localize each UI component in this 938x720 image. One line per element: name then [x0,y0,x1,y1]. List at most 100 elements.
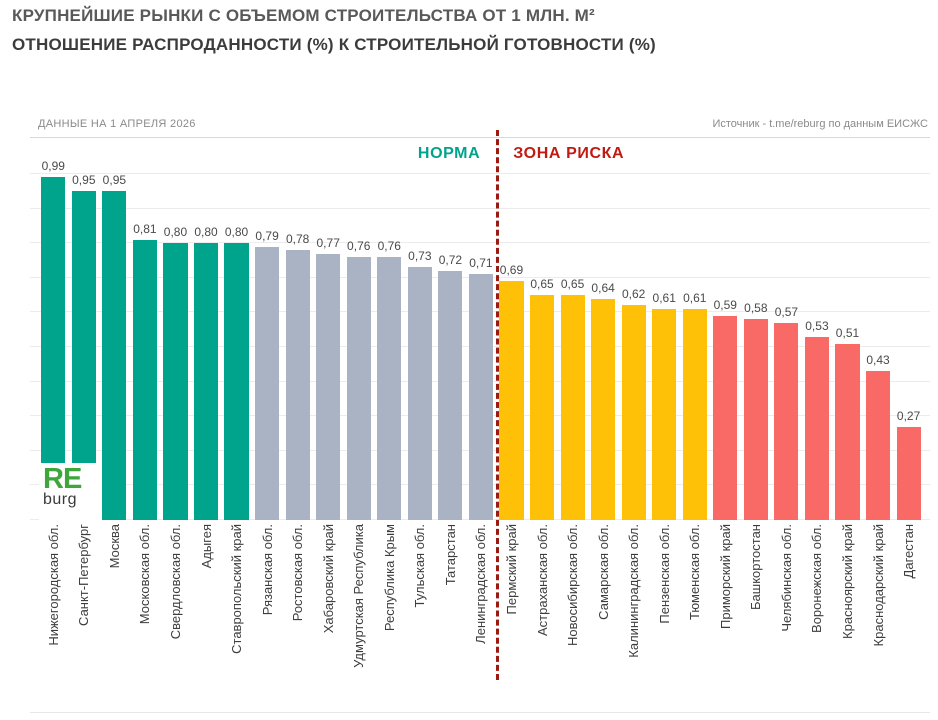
bar [468,274,493,520]
bar-column: 0,71 [466,138,497,520]
bar [896,427,921,520]
bar-value-label: 0,99 [41,159,65,173]
bar-column: 0,78 [282,138,313,520]
bar-value-label: 0,95 [102,173,127,187]
category-label: Ставропольский край [229,524,245,654]
chart-title-block: КРУПНЕЙШИЕ РЫНКИ С ОБЪЕМОМ СТРОИТЕЛЬСТВА… [12,6,656,55]
bar-column: 0,62 [618,138,649,520]
bar [377,257,402,520]
bar-value-label: 0,51 [835,326,860,340]
bar [102,191,127,520]
bar-column: 0,61 [649,138,680,520]
category-label: Хабаровский край [320,524,336,634]
bar-value-label: 0,80 [194,225,218,239]
bar-value-label: 0,80 [163,225,188,239]
bar [621,305,646,520]
bar-column: 0,27 [893,138,924,520]
bar-value-label: 0,69 [499,263,524,277]
plot-area: НОРМА ЗОНА РИСКА 0,99 0,95 0,95 0,81 0,80 0,8… [30,130,930,680]
bar-column: 0,80 [191,138,222,520]
bar-column: 0,51 [832,138,863,520]
logo-burg-text: burg [43,490,78,508]
bar [224,243,249,520]
bar-column: 0,99 [38,138,69,520]
gridline [30,208,930,209]
bar-value-label: 0,62 [621,287,646,301]
bar-value-label: 0,79 [255,229,279,243]
bar-column: 0,43 [863,138,894,520]
bar-value-label: 0,59 [713,298,737,312]
bar-value-label: 0,71 [469,256,493,270]
bar [713,316,738,520]
bar [804,337,829,520]
bar-value-label: 0,78 [285,232,310,246]
reburg-logo: RE burg [39,463,102,520]
bar [591,299,616,520]
bar [499,281,524,520]
bar [835,344,860,520]
category-label: Республика Крым [381,524,397,632]
bars-container: 0,99 0,95 0,95 0,81 0,80 0,80 0,80 0,79 0,78 0,77… [38,138,924,520]
bar [41,177,66,520]
bar-column: 0,80 [160,138,191,520]
category-label: Воронежская обл. [809,524,825,633]
bar [682,309,707,520]
bar-value-label: 0,58 [744,301,768,315]
bar-column: 0,53 [802,138,833,520]
bar-value-label: 0,77 [316,236,340,250]
chart-subtitle: ОТНОШЕНИЕ РАСПРОДАННОСТИ (%) К СТРОИТЕЛЬ… [12,35,656,54]
bar-column: 0,95 [99,138,130,520]
chart-header: ДАННЫЕ НА 1 АПРЕЛЯ 2026 Источник - t.me/… [30,100,930,138]
category-label: Калининградская обл. [626,524,642,658]
bar [193,243,219,520]
category-label: Башкортостан [748,524,764,610]
category-label: Астраханская обл. [534,524,550,636]
category-label: Московская обл. [137,524,153,625]
category-label: Новосибирская обл. [565,524,581,646]
bar-value-label: 0,61 [683,291,707,305]
category-label: Рязанская обл. [259,524,275,616]
bar-value-label: 0,95 [72,173,96,187]
bar [529,295,555,520]
bar-value-label: 0,73 [408,249,432,263]
bar-value-label: 0,80 [224,225,249,239]
category-label: Адыгея [198,524,214,569]
category-label: Удмуртская Республика [351,524,367,668]
source-note: Источник - t.me/reburg по данным ЕИСЖС [712,118,928,130]
bar-value-label: 0,43 [866,353,890,367]
category-label: Нижегородская обл. [45,524,61,646]
zone-label-risk: ЗОНА РИСКА [513,145,625,162]
bar [652,309,677,520]
bar-column: 0,80 [221,138,252,520]
bar-value-label: 0,76 [377,239,401,253]
bar [865,371,891,520]
category-label: Татарстан [442,524,458,586]
zone-label-norm: НОРМА [417,145,481,162]
bar-value-label: 0,76 [347,239,371,253]
logo-re-text: RE [43,463,82,495]
category-label: Москва [106,524,122,569]
bar-column: 0,73 [405,138,436,520]
category-label: Краснодарский край [870,524,886,647]
bar-value-label: 0,53 [805,319,829,333]
gridline [30,173,930,174]
bar-column: 0,77 [313,138,344,520]
bar-column: 0,65 [557,138,588,520]
bar-value-label: 0,65 [530,277,554,291]
bar-column: 0,69 [496,138,527,520]
category-label: Красноярский край [839,524,855,639]
bar [316,254,341,520]
bar [438,271,463,520]
bar-value-label: 0,72 [438,253,463,267]
bar-column: 0,81 [130,138,161,520]
bar-column: 0,58 [741,138,772,520]
category-label: Приморский край [717,524,733,629]
data-date-note: ДАННЫЕ НА 1 АПРЕЛЯ 2026 [38,118,196,130]
bar [255,247,280,520]
bar-column: 0,76 [374,138,405,520]
bar-value-label: 0,65 [560,277,585,291]
bar-column: 0,72 [435,138,466,520]
chart-area: ДАННЫЕ НА 1 АПРЕЛЯ 2026 Источник - t.me/… [30,100,930,713]
bar-column: 0,79 [252,138,283,520]
